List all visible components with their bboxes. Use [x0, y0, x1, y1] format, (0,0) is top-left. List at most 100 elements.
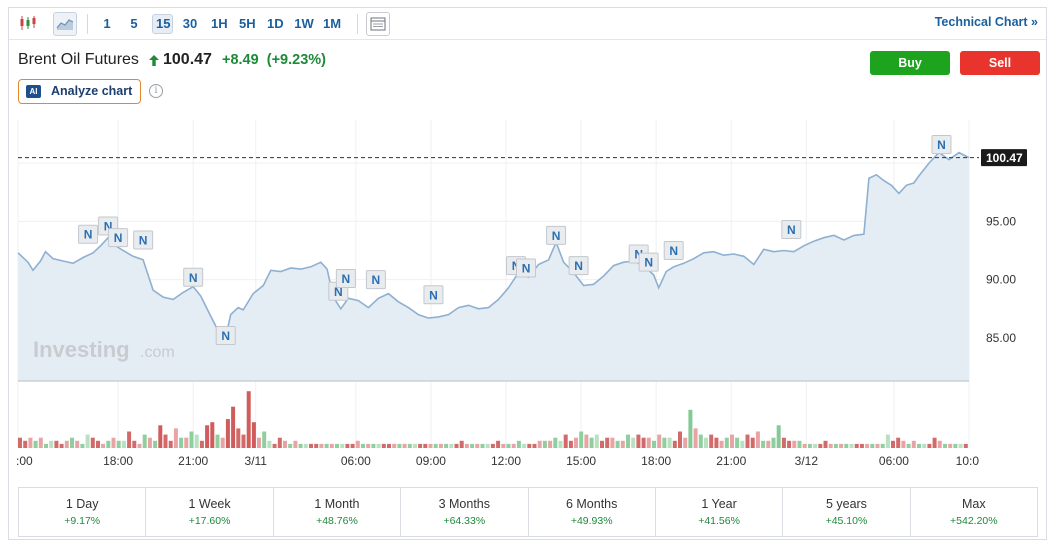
x-tick-label: 15:00	[566, 454, 596, 468]
news-marker: N	[108, 228, 129, 248]
volume-bar	[813, 443, 818, 448]
volume-bar	[54, 440, 59, 448]
volume-bar	[963, 443, 968, 448]
volume-bar	[49, 440, 54, 448]
volume-bar	[792, 440, 797, 448]
volume-bar	[319, 443, 324, 448]
timeframe-1h[interactable]: 1H	[211, 16, 228, 31]
period-change: +64.33%	[443, 515, 486, 527]
volume-bar	[397, 443, 402, 448]
news-marker-box	[568, 256, 589, 276]
volume-bar	[579, 431, 584, 448]
volume-bar	[423, 443, 428, 448]
volume-bar	[153, 440, 158, 448]
volume-bar	[413, 443, 417, 448]
volume-bar	[335, 443, 339, 448]
volume-bar	[891, 440, 895, 448]
news-marker-label: N	[669, 244, 678, 258]
volume-bar	[127, 431, 132, 448]
candlestick-icon[interactable]	[17, 12, 39, 34]
double-chevron-right-icon: »	[1031, 15, 1038, 29]
volume-bar	[807, 443, 812, 448]
timeframe-1m[interactable]: 1M	[322, 16, 342, 31]
volume-bar	[854, 443, 859, 448]
volume-bar	[418, 443, 423, 448]
volume-bar	[532, 443, 537, 448]
period-1-year[interactable]: 1 Year +41.56%	[656, 488, 784, 536]
volume-bar	[849, 443, 854, 448]
chart-widget: 1 5 15 30 1H 5H 1D 1W 1M Technical Chart…	[8, 7, 1047, 540]
news-marker: N	[423, 285, 444, 305]
info-icon[interactable]: i	[149, 84, 163, 98]
period-label: 1 Month	[314, 497, 360, 511]
volume-bar	[111, 437, 116, 448]
news-marker-box	[365, 270, 386, 290]
news-marker-label: N	[937, 138, 946, 152]
volume-bar	[641, 437, 646, 448]
volume-bar	[70, 437, 74, 448]
y-tick-label: 90.00	[986, 273, 1016, 287]
analyze-chart-button[interactable]: AI Analyze chart	[18, 79, 141, 104]
volume-bar	[667, 437, 672, 448]
timeframe-1d[interactable]: 1D	[267, 16, 284, 31]
period-6-months[interactable]: 6 Months +49.93%	[529, 488, 656, 536]
period-change: +48.76%	[316, 515, 358, 527]
layout-icon[interactable]	[366, 12, 390, 36]
period-change: +41.56%	[698, 515, 740, 527]
period-5-years[interactable]: 5 years +45.10%	[783, 488, 911, 536]
period-1-day[interactable]: 1 Day +9.17%	[19, 488, 147, 536]
volume-bar	[678, 431, 682, 448]
news-marker-label: N	[522, 261, 531, 275]
volume-bar	[350, 443, 355, 448]
news-marker-box	[638, 252, 659, 272]
volume-bar	[563, 434, 568, 448]
volume-bar	[428, 443, 433, 448]
volume-bar	[485, 443, 490, 448]
volume-bar	[953, 443, 958, 448]
timeframe-1w[interactable]: 1W	[294, 16, 314, 31]
volume-bar	[917, 443, 921, 448]
volume-bar	[293, 440, 298, 448]
news-marker-box	[516, 258, 537, 278]
volume-bar	[106, 440, 111, 448]
volume-bar	[137, 443, 142, 448]
news-marker: N	[215, 326, 236, 346]
arrow-up-icon	[149, 55, 159, 66]
volume-bar	[662, 437, 667, 448]
technical-chart-link[interactable]: Technical Chart »	[935, 15, 1038, 29]
period-max[interactable]: Max +542.20%	[911, 488, 1037, 536]
period-change: +542.20%	[950, 515, 998, 527]
period-3-months[interactable]: 3 Months +64.33%	[401, 488, 529, 536]
x-tick-label: 09:00	[416, 454, 446, 468]
area-chart-icon[interactable]	[53, 12, 77, 36]
sell-button[interactable]: Sell	[960, 51, 1040, 75]
volume-bar	[833, 443, 838, 448]
volume-bar	[101, 443, 106, 448]
volume-bar	[298, 443, 303, 448]
timeframe-1[interactable]: 1	[103, 16, 111, 31]
period-1-month[interactable]: 1 Month +48.76%	[274, 488, 402, 536]
volume-bar	[449, 443, 454, 448]
buy-button[interactable]: Buy	[870, 51, 950, 75]
price-change: +8.49 (+9.23%)	[222, 52, 326, 68]
timeframe-15[interactable]: 15	[152, 14, 173, 34]
volume-bar	[116, 440, 121, 448]
volume-bar	[672, 440, 677, 448]
volume-bar	[272, 443, 277, 448]
timeframe-30[interactable]: 30	[182, 16, 198, 31]
timeframe-5[interactable]: 5	[130, 16, 138, 31]
news-marker-label: N	[634, 247, 643, 261]
news-marker: N	[931, 134, 952, 154]
x-tick-label: 3/12	[795, 454, 819, 468]
news-marker-label: N	[644, 256, 653, 270]
volume-bar	[522, 443, 527, 448]
volume-bar	[33, 440, 38, 448]
period-1-week[interactable]: 1 Week +17.60%	[146, 488, 274, 536]
x-tick-label: 12:00	[491, 454, 521, 468]
volume-bar	[480, 443, 485, 448]
volume-bar	[90, 437, 95, 448]
analyze-chart-label: Analyze chart	[51, 84, 133, 98]
volume-bar	[802, 443, 807, 448]
timeframe-5h[interactable]: 5H	[239, 16, 256, 31]
